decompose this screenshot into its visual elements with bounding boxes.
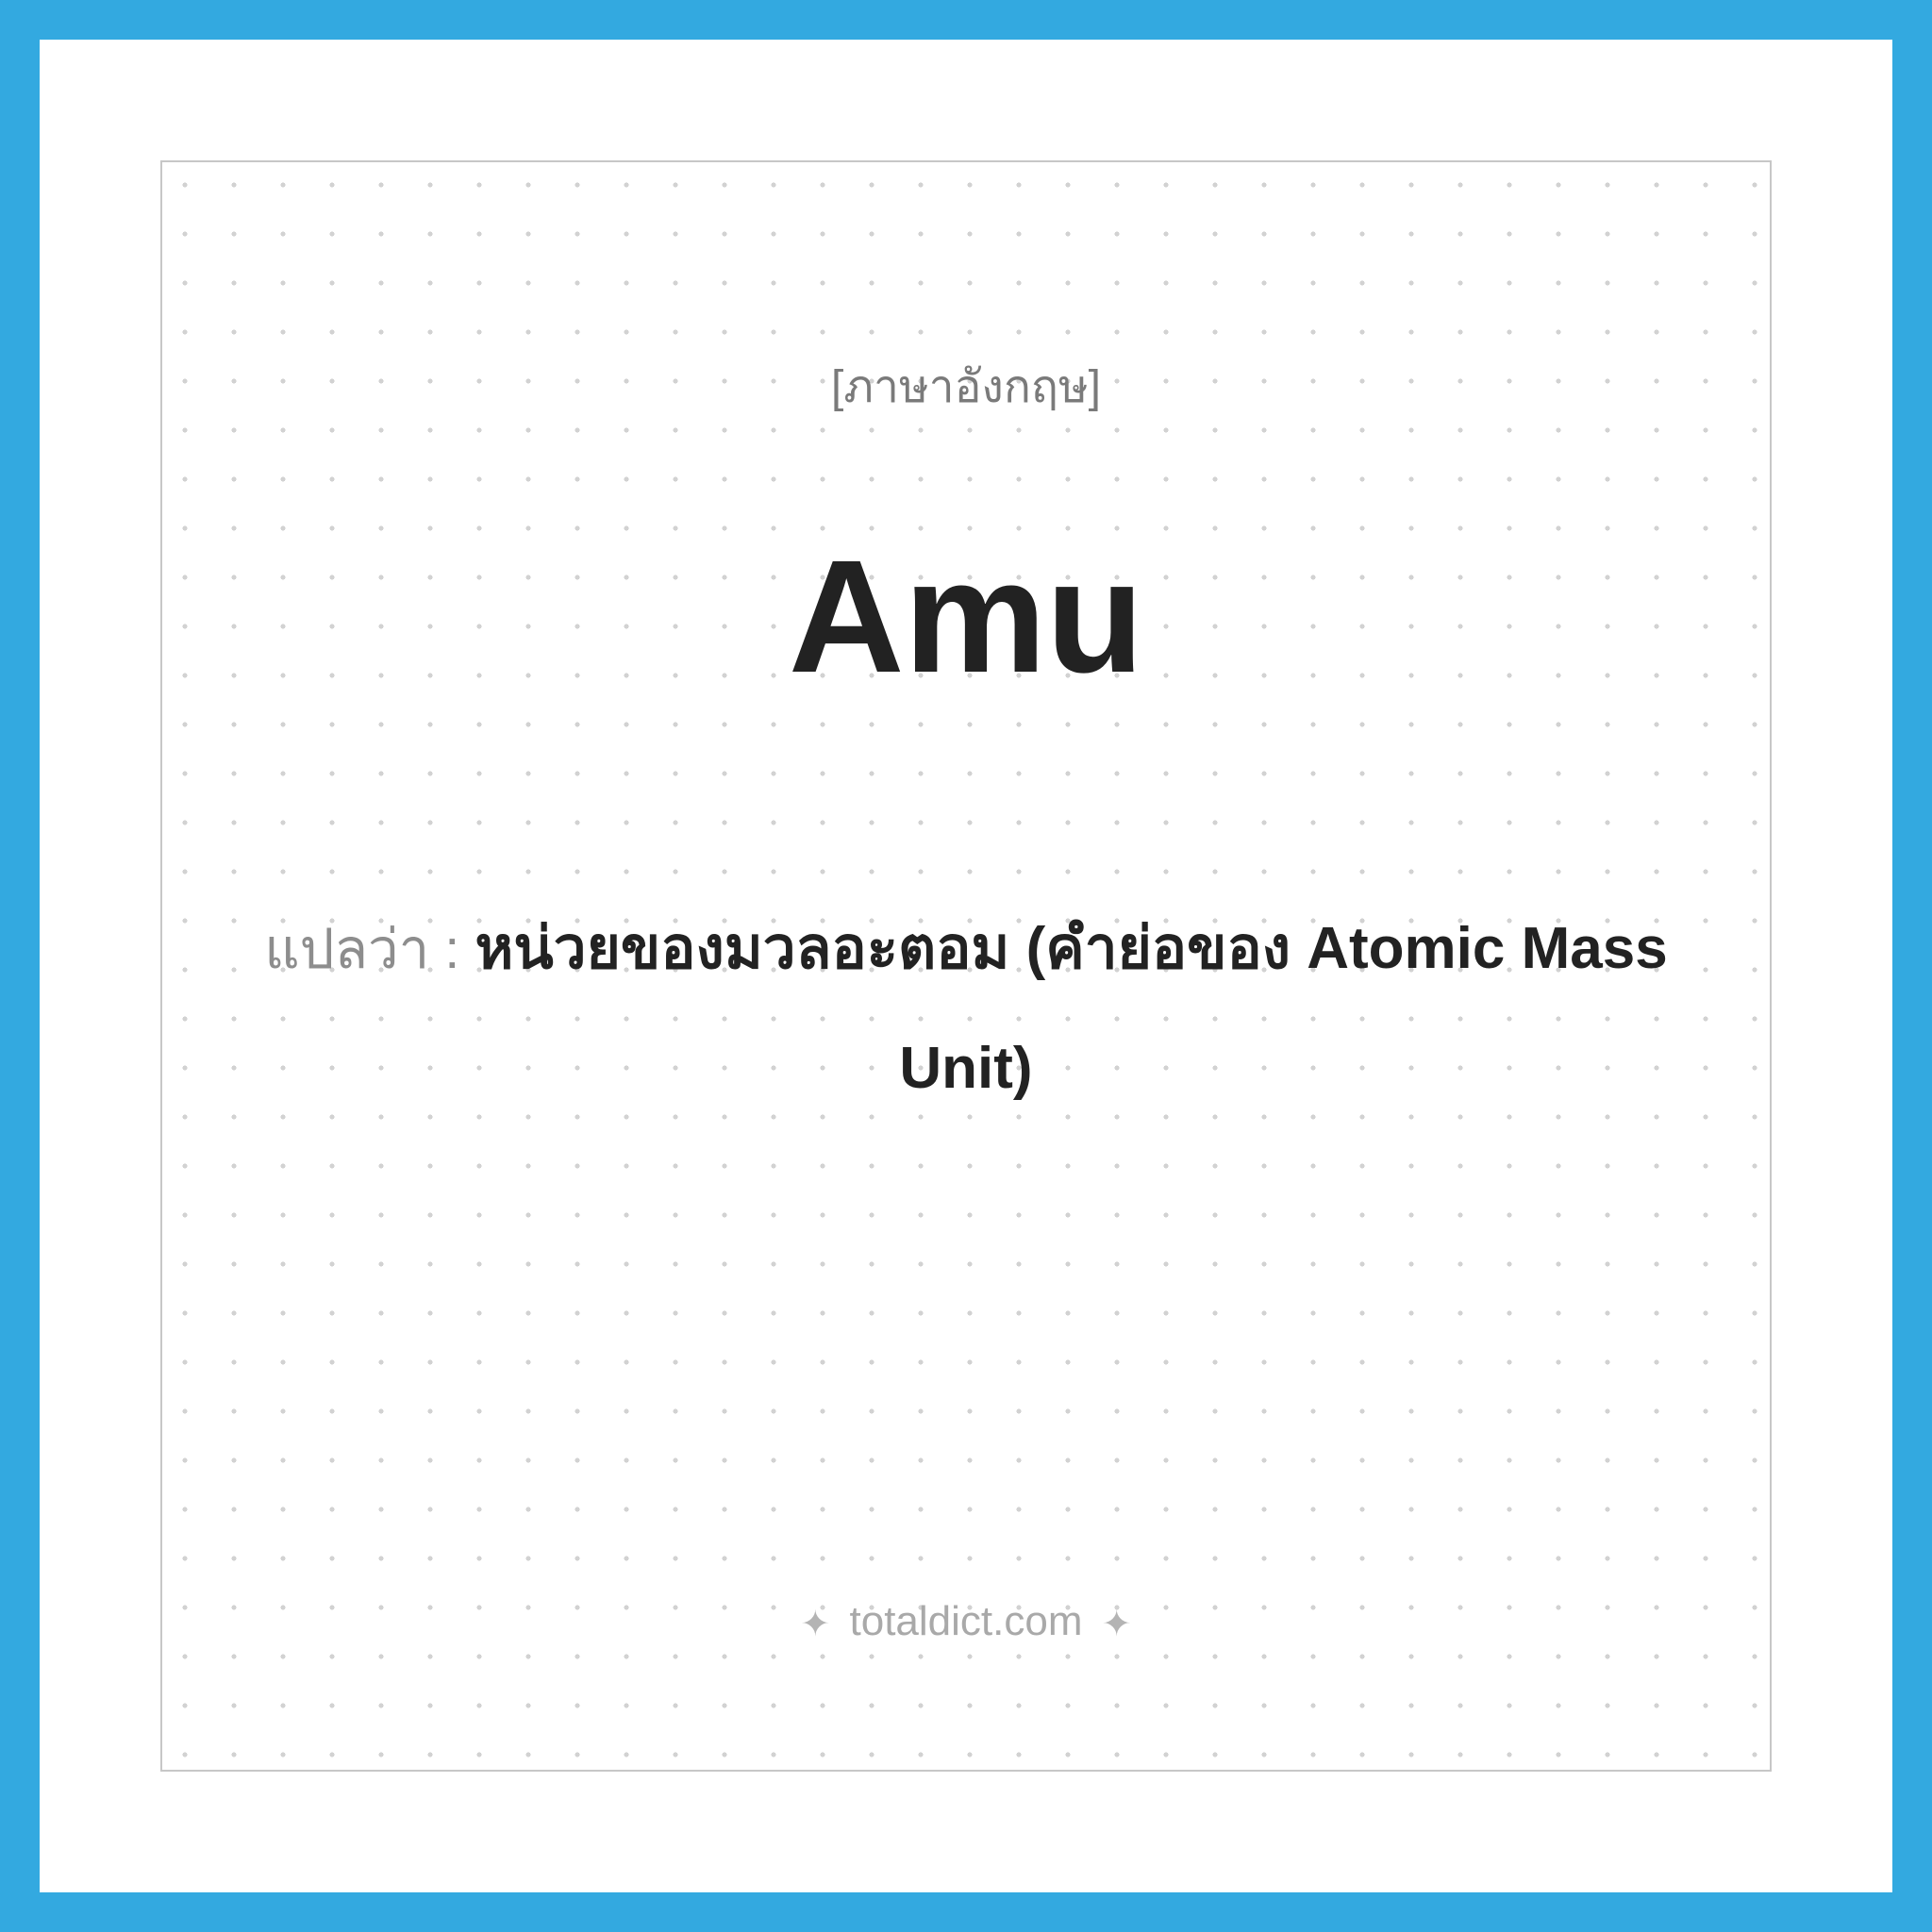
card-inner-panel: [ภาษาอังกฤษ] Amu แปลว่า : หน่วยของมวลอะต… <box>160 160 1772 1772</box>
footer-attribution: ✦ totaldict.com ✦ <box>162 1598 1770 1645</box>
card-outer-frame: [ภาษาอังกฤษ] Amu แปลว่า : หน่วยของมวลอะต… <box>0 0 1932 1932</box>
sparkle-icon: ✦ <box>792 1603 838 1645</box>
definition-text: หน่วยของมวลอะตอม (คำย่อของ Atomic Mass U… <box>475 916 1668 1101</box>
definition-prefix: แปลว่า : <box>264 919 475 980</box>
definition-row: แปลว่า : หน่วยของมวลอะตอม (คำย่อของ Atom… <box>258 889 1674 1128</box>
language-label: [ภาษาอังกฤษ] <box>831 351 1101 423</box>
footer-site: totaldict.com <box>850 1598 1083 1644</box>
headword: Amu <box>789 525 1143 709</box>
sparkle-icon: ✦ <box>1094 1603 1140 1645</box>
